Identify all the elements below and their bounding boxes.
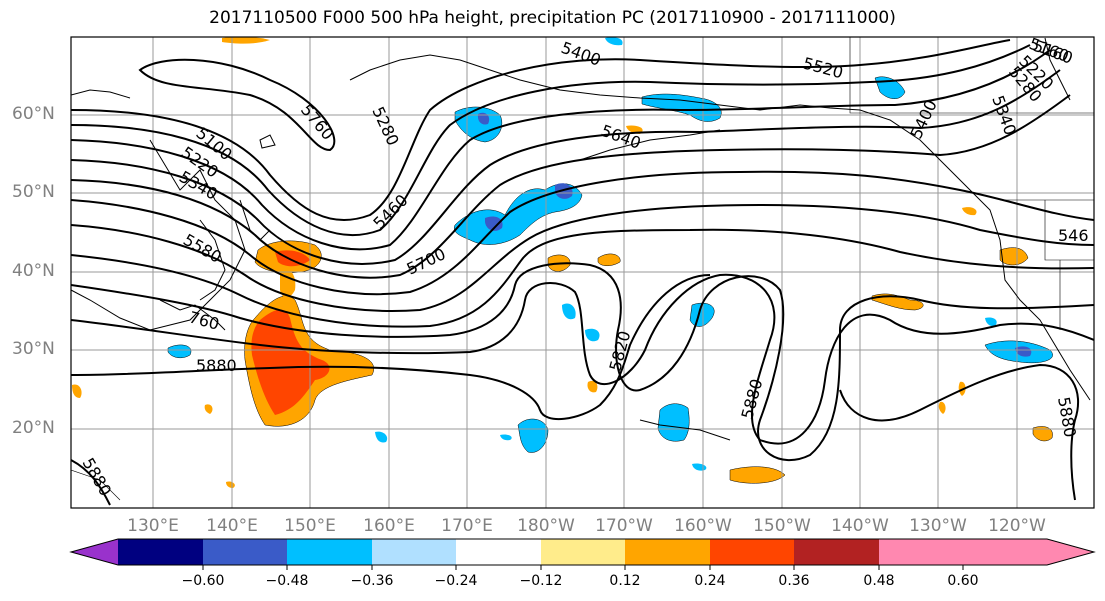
lon-label: 150°E bbox=[284, 516, 336, 536]
lat-label: 50°N bbox=[12, 182, 55, 202]
colorbar-tick-label: −0.36 bbox=[350, 573, 394, 589]
contour-label: 546 bbox=[1058, 226, 1089, 245]
colorbar-under-arrow bbox=[71, 539, 118, 565]
contour-label: 5880 bbox=[196, 356, 237, 375]
contour-label: 5400 bbox=[559, 38, 604, 70]
lon-label: 170°E bbox=[441, 516, 493, 536]
lon-label: 180°W bbox=[517, 516, 575, 536]
colorbar-tick-label: 0.48 bbox=[863, 573, 895, 589]
colorbar bbox=[69, 538, 1096, 570]
contour-label: 5640 bbox=[599, 121, 644, 153]
colorbar-tick-label: 0.60 bbox=[947, 573, 979, 589]
colorbar-bin bbox=[118, 539, 203, 565]
lon-label: 130°W bbox=[909, 516, 967, 536]
contour-label: 5880 bbox=[1054, 395, 1080, 438]
height-contours bbox=[71, 39, 1094, 506]
lon-label: 170°W bbox=[595, 516, 653, 536]
colorbar-bin bbox=[203, 539, 287, 565]
map-frame bbox=[70, 36, 1095, 509]
lon-label: 130°E bbox=[127, 516, 179, 536]
lat-label: 30°N bbox=[12, 339, 55, 359]
colorbar-bin bbox=[625, 539, 710, 565]
colorbar-tick-label: −0.60 bbox=[181, 573, 225, 589]
contour-label: 5820 bbox=[606, 329, 635, 373]
colorbar-bin bbox=[287, 539, 372, 565]
colorbar-tick-label: 0.12 bbox=[609, 573, 641, 589]
political-borders bbox=[71, 37, 1094, 501]
lon-label: 160°W bbox=[674, 516, 732, 536]
lon-label: 140°W bbox=[831, 516, 889, 536]
colorbar-tick-label: 0.36 bbox=[778, 573, 810, 589]
lat-label: 20°N bbox=[12, 418, 55, 438]
contour-label: 5280 bbox=[368, 104, 402, 149]
lon-label: 120°W bbox=[988, 516, 1046, 536]
colorbar-over-arrow bbox=[879, 539, 1094, 565]
map-title: 2017110500 F000 500 hPa height, precipit… bbox=[209, 8, 896, 28]
lon-label: 140°E bbox=[206, 516, 258, 536]
colorbar-tick-label: −0.48 bbox=[265, 573, 309, 589]
lat-label: 40°N bbox=[12, 261, 55, 281]
colorbar-bin bbox=[794, 539, 879, 565]
colorbar-bin bbox=[372, 539, 456, 565]
colorbar-outline bbox=[69, 538, 1096, 566]
colorbar-tick-label: 0.24 bbox=[694, 573, 726, 589]
graticule bbox=[71, 37, 1094, 508]
colorbar-tick-label: −0.12 bbox=[519, 573, 563, 589]
colorbar-bin bbox=[541, 539, 625, 565]
colorbar-bin bbox=[710, 539, 794, 565]
lon-label: 150°W bbox=[753, 516, 811, 536]
contour-label: 5760 bbox=[297, 100, 338, 143]
contour-label: 5880 bbox=[79, 455, 116, 500]
colorbar-tick-label: −0.24 bbox=[434, 573, 478, 589]
lat-label: 60°N bbox=[12, 104, 55, 124]
contour-label: 5520 bbox=[801, 54, 845, 83]
colorbar-bin bbox=[456, 539, 541, 565]
lon-label: 160°E bbox=[363, 516, 415, 536]
